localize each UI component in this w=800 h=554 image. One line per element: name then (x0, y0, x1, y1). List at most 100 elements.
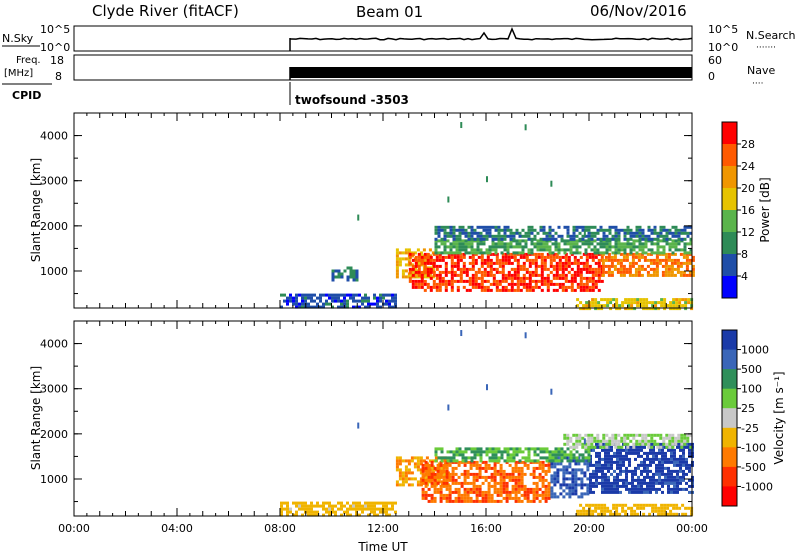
power-cell (473, 237, 477, 241)
power-cell (647, 228, 651, 232)
power-cell (510, 267, 514, 271)
velocity-cell (603, 509, 607, 513)
power-cell (501, 279, 505, 283)
power-cell (489, 258, 493, 262)
velocity-cell (616, 466, 619, 470)
velocity-cell (679, 466, 682, 470)
velocity-cell (520, 487, 524, 491)
power-cell (678, 307, 682, 311)
power-cell (573, 288, 577, 292)
power-cell (567, 264, 571, 268)
power-cell (473, 251, 477, 255)
velocity-cell (628, 463, 631, 467)
power-cell (542, 228, 546, 232)
velocity-cell (636, 506, 640, 510)
velocity-cell (640, 487, 643, 491)
power-cell (537, 255, 541, 259)
power-cell (585, 270, 589, 274)
velocity-cell (644, 436, 648, 440)
power-cell (616, 270, 620, 274)
power-cell (624, 298, 628, 302)
velocity-cell (660, 509, 664, 513)
power-cell (672, 301, 676, 305)
velocity-cell (337, 507, 340, 511)
velocity-cell (487, 484, 491, 488)
power-cell (685, 255, 689, 259)
velocity-cell (280, 501, 283, 505)
power-cell (467, 245, 471, 249)
power-cell (417, 282, 421, 286)
power-cell (566, 248, 570, 252)
power-cell (645, 298, 649, 302)
velocity-cell (595, 478, 598, 482)
velocity-cell (502, 478, 506, 482)
velocity-cell (391, 504, 394, 508)
power-cell (584, 228, 588, 232)
velocity-cell (512, 453, 516, 457)
power-cell (525, 267, 529, 271)
velocity-cell (619, 448, 622, 452)
power-cell (331, 278, 335, 282)
power-cell (414, 258, 418, 262)
power-cell (615, 307, 619, 311)
velocity-cell (548, 453, 552, 457)
power-cell (426, 285, 430, 289)
power-cell (566, 228, 570, 232)
power-cell (674, 225, 678, 229)
power-cell (489, 261, 493, 265)
colorbar-swatch (722, 427, 737, 448)
velocity-cell (647, 442, 651, 446)
power-cell (500, 251, 504, 255)
velocity-cell (313, 504, 316, 508)
power-cell (662, 234, 666, 238)
velocity-cell (487, 466, 491, 470)
velocity-cell (601, 469, 604, 473)
power-cell (525, 270, 529, 274)
velocity-cell (532, 472, 536, 476)
velocity-cell (667, 460, 670, 464)
velocity-cell (575, 442, 579, 446)
power-cell (352, 278, 356, 282)
velocity-cell (470, 456, 474, 460)
velocity-cell (488, 450, 492, 454)
velocity-cell (490, 484, 494, 488)
velocity-cell (619, 460, 622, 464)
velocity-cell (619, 472, 622, 476)
power-cell (581, 242, 585, 246)
power-cell (626, 231, 630, 235)
power-cell (292, 296, 295, 300)
velocity-cell (612, 512, 616, 516)
velocity-cell (581, 456, 585, 460)
power-cell (489, 273, 493, 277)
power-cell (591, 267, 595, 271)
velocity-cell (550, 477, 554, 481)
velocity-cell (457, 481, 461, 485)
velocity-cell (559, 468, 563, 472)
velocity-cell (584, 433, 588, 437)
power-cell (549, 279, 553, 283)
power-cell (509, 228, 513, 232)
velocity-cell (517, 499, 521, 503)
power-cell (295, 293, 298, 297)
velocity-cell (670, 478, 673, 482)
velocity-cell (625, 478, 628, 482)
velocity-cell (502, 496, 506, 500)
power-cell (644, 234, 648, 238)
power-cell (461, 228, 465, 232)
velocity-cell (472, 487, 476, 491)
power-cell (512, 231, 516, 235)
velocity-cell (352, 501, 355, 505)
velocity-cell (605, 442, 609, 446)
power-cell (417, 279, 421, 283)
velocity-cell (457, 460, 461, 464)
power-cell (485, 251, 489, 255)
velocity-cell (682, 478, 685, 482)
power-cell (528, 285, 532, 289)
power-cell (417, 258, 421, 262)
velocity-cell (625, 469, 628, 473)
power-cell (507, 270, 511, 274)
velocity-cell (649, 478, 652, 482)
velocity-cell (655, 490, 658, 494)
power-cell (649, 258, 653, 262)
power-cell (662, 228, 666, 232)
